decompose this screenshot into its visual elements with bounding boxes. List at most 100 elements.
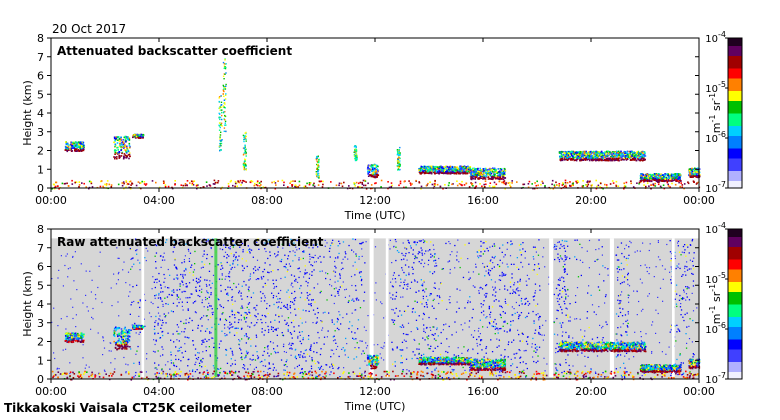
- noise-cell: [437, 335, 439, 337]
- noise-cell: [299, 296, 302, 299]
- cloud-cell: [430, 169, 432, 171]
- noise-cell: [418, 343, 420, 345]
- noise-cell: [310, 305, 312, 307]
- noise-cell: [247, 371, 249, 373]
- noise-cell: [316, 321, 318, 323]
- noise-cell: [400, 355, 402, 357]
- noise-cell: [396, 346, 398, 348]
- noise-cell: [423, 241, 425, 244]
- cloud-cell: [120, 149, 122, 151]
- noise-cell: [316, 307, 319, 309]
- noise-cell: [249, 315, 252, 317]
- cloud-cell: [586, 159, 589, 161]
- plot-background: [51, 229, 699, 379]
- boundary-cell: [692, 180, 695, 182]
- noise-cell: [261, 360, 263, 363]
- noise-cell: [403, 281, 405, 283]
- cloud-cell: [496, 176, 499, 178]
- boundary-cell: [206, 185, 208, 187]
- noise-cell: [348, 300, 350, 302]
- cloud-cell: [118, 151, 120, 153]
- noise-cell: [235, 256, 237, 258]
- noise-cell: [218, 347, 220, 349]
- noise-cell: [161, 368, 163, 370]
- boundary-cell: [306, 182, 308, 185]
- noise-cell: [300, 342, 303, 345]
- boundary-cell: [536, 180, 538, 183]
- cloud-cell: [644, 174, 646, 176]
- noise-cell: [426, 303, 428, 306]
- cloud-cell: [466, 168, 469, 171]
- colorbar-unit-label: m-1 sr-1: [708, 93, 723, 133]
- noise-cell: [232, 303, 234, 305]
- boundary-cell: [522, 183, 524, 186]
- colorbar-cell: [728, 83, 742, 86]
- boundary-cell: [129, 187, 132, 190]
- noise-cell: [519, 357, 521, 359]
- cloud-cell: [316, 168, 318, 170]
- noise-cell: [263, 350, 265, 353]
- boundary-cell: [586, 181, 588, 183]
- noise-cell: [406, 288, 408, 290]
- noise-cell: [210, 293, 212, 296]
- cloud-cell: [438, 167, 440, 170]
- cloud-cell: [564, 154, 567, 156]
- cloud-cell: [78, 142, 81, 145]
- boundary-cell: [671, 182, 673, 185]
- noise-cell: [231, 266, 233, 269]
- noise-cell: [497, 332, 499, 334]
- noise-cell: [491, 351, 494, 353]
- noise-cell: [431, 333, 433, 336]
- noise-cell: [339, 314, 341, 316]
- noise-cell: [399, 285, 401, 287]
- cloud-cell: [317, 168, 319, 171]
- noise-cell: [293, 242, 295, 244]
- noise-cell: [179, 375, 181, 377]
- cloud-cell: [220, 140, 223, 142]
- noise-cell: [317, 331, 319, 334]
- noise-cell: [175, 266, 177, 268]
- noise-cell: [240, 357, 242, 359]
- cloud-cell: [499, 170, 501, 172]
- noise-cell: [524, 250, 526, 253]
- noise-cell: [269, 251, 271, 253]
- noise-cell: [339, 277, 341, 279]
- noise-cell: [296, 239, 298, 242]
- noise-cell: [488, 274, 491, 276]
- noise-cell: [482, 248, 485, 250]
- boundary-cell: [697, 181, 700, 184]
- cloud-cell: [633, 152, 636, 155]
- noise-cell: [449, 365, 451, 368]
- colorbar-cell: [728, 135, 742, 139]
- cloud-cell: [688, 168, 691, 170]
- noise-cell: [244, 311, 246, 314]
- cloud-cell: [243, 162, 245, 164]
- noise-cell: [167, 332, 169, 334]
- noise-cell: [202, 339, 204, 341]
- boundary-cell: [615, 185, 618, 187]
- colorbar-cell: [728, 65, 742, 69]
- y-tick-label: 5: [37, 88, 44, 101]
- noise-cell: [306, 353, 309, 355]
- cloud-cell: [465, 166, 467, 168]
- noise-cell: [433, 271, 436, 273]
- noise-cell: [162, 322, 164, 324]
- cloud-cell: [121, 152, 123, 155]
- cloud-cell: [491, 171, 494, 173]
- noise-cell: [184, 274, 186, 276]
- cloud-cell: [120, 136, 122, 139]
- boundary-cell: [359, 186, 361, 188]
- boundary-cell: [91, 186, 94, 188]
- noise-cell: [245, 314, 247, 316]
- noise-cell: [428, 259, 430, 261]
- noise-cell: [423, 330, 425, 332]
- cloud-cell: [356, 158, 358, 160]
- noise-cell: [144, 244, 146, 246]
- noise-cell: [263, 244, 265, 246]
- noise-cell: [484, 275, 486, 277]
- noise-cell: [310, 264, 312, 266]
- cloud-cell: [223, 78, 225, 80]
- noise-cell: [277, 351, 279, 354]
- cloud-cell: [445, 171, 447, 173]
- cloud-cell: [374, 167, 376, 170]
